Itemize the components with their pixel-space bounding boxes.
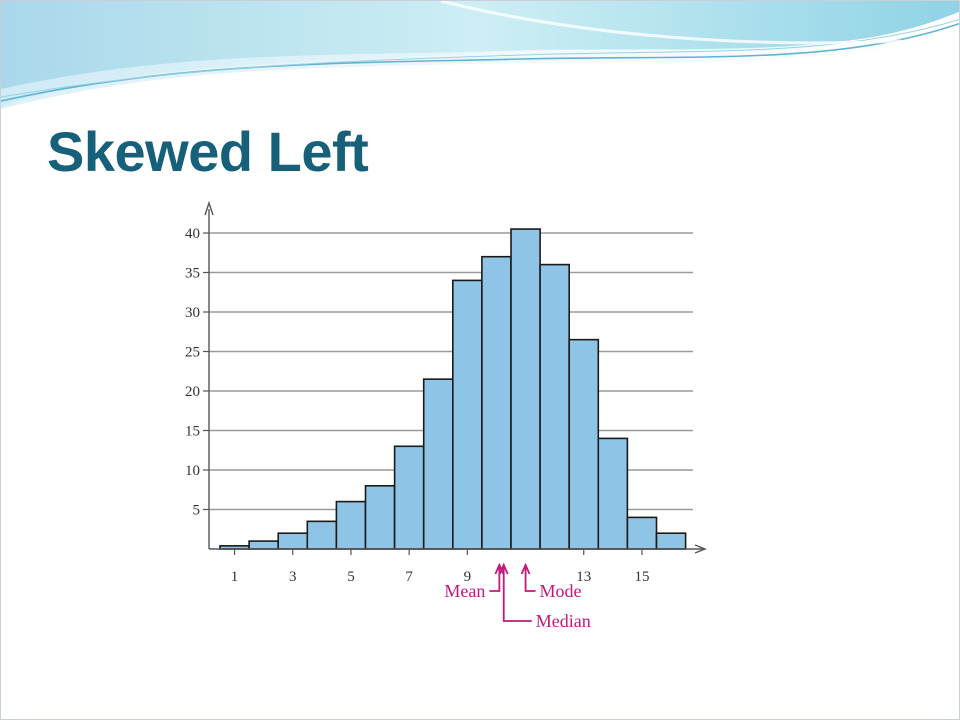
decorative-wave-banner <box>1 1 959 109</box>
histogram-bar <box>481 255 512 550</box>
x-axis-arrow <box>694 544 707 554</box>
x-tick-label: 15 <box>634 569 649 585</box>
x-tick-label: 1 <box>231 569 239 585</box>
x-tick-label: 13 <box>576 569 591 585</box>
histogram-bar <box>510 228 541 550</box>
y-tick-label: 15 <box>185 424 200 440</box>
y-tick-label: 25 <box>185 345 200 361</box>
histogram-bar <box>626 516 658 550</box>
y-tick-label: 20 <box>185 384 200 400</box>
histogram-bar <box>335 500 367 550</box>
histogram-bar <box>277 532 309 550</box>
mode-label: Mode <box>540 581 582 601</box>
x-tick-label: 9 <box>464 569 472 585</box>
histogram-bar <box>248 540 279 550</box>
histogram-bar <box>364 484 396 550</box>
y-tick-label: 40 <box>185 226 200 242</box>
slide-title: Skewed Left <box>47 120 369 183</box>
x-tick-label: 5 <box>347 569 355 585</box>
histogram-bar <box>655 532 687 550</box>
x-tick-label: 3 <box>289 569 297 585</box>
y-tick-label: 30 <box>185 305 200 321</box>
median-label: Median <box>536 611 591 631</box>
y-axis-arrow <box>204 200 214 216</box>
histogram-bar <box>306 520 338 550</box>
y-tick-label: 5 <box>193 503 201 519</box>
histogram-bar <box>539 263 571 550</box>
x-tick-label: 7 <box>405 569 413 585</box>
y-tick-label: 35 <box>185 266 200 282</box>
y-tick-label: 10 <box>185 463 200 479</box>
mean-label: Mean <box>444 581 485 601</box>
histogram-bar <box>393 445 425 550</box>
histogram-bar <box>451 279 483 550</box>
median-leader <box>502 565 532 622</box>
histogram-bar <box>422 378 454 550</box>
mode-leader <box>524 565 536 592</box>
histogram-bar <box>568 338 600 550</box>
histogram-panel: 5 10 15 20 25 30 35 40 1 3 5 7 9 13 15 Mean Median Mode <box>161 193 767 651</box>
histogram-bar <box>597 437 629 550</box>
